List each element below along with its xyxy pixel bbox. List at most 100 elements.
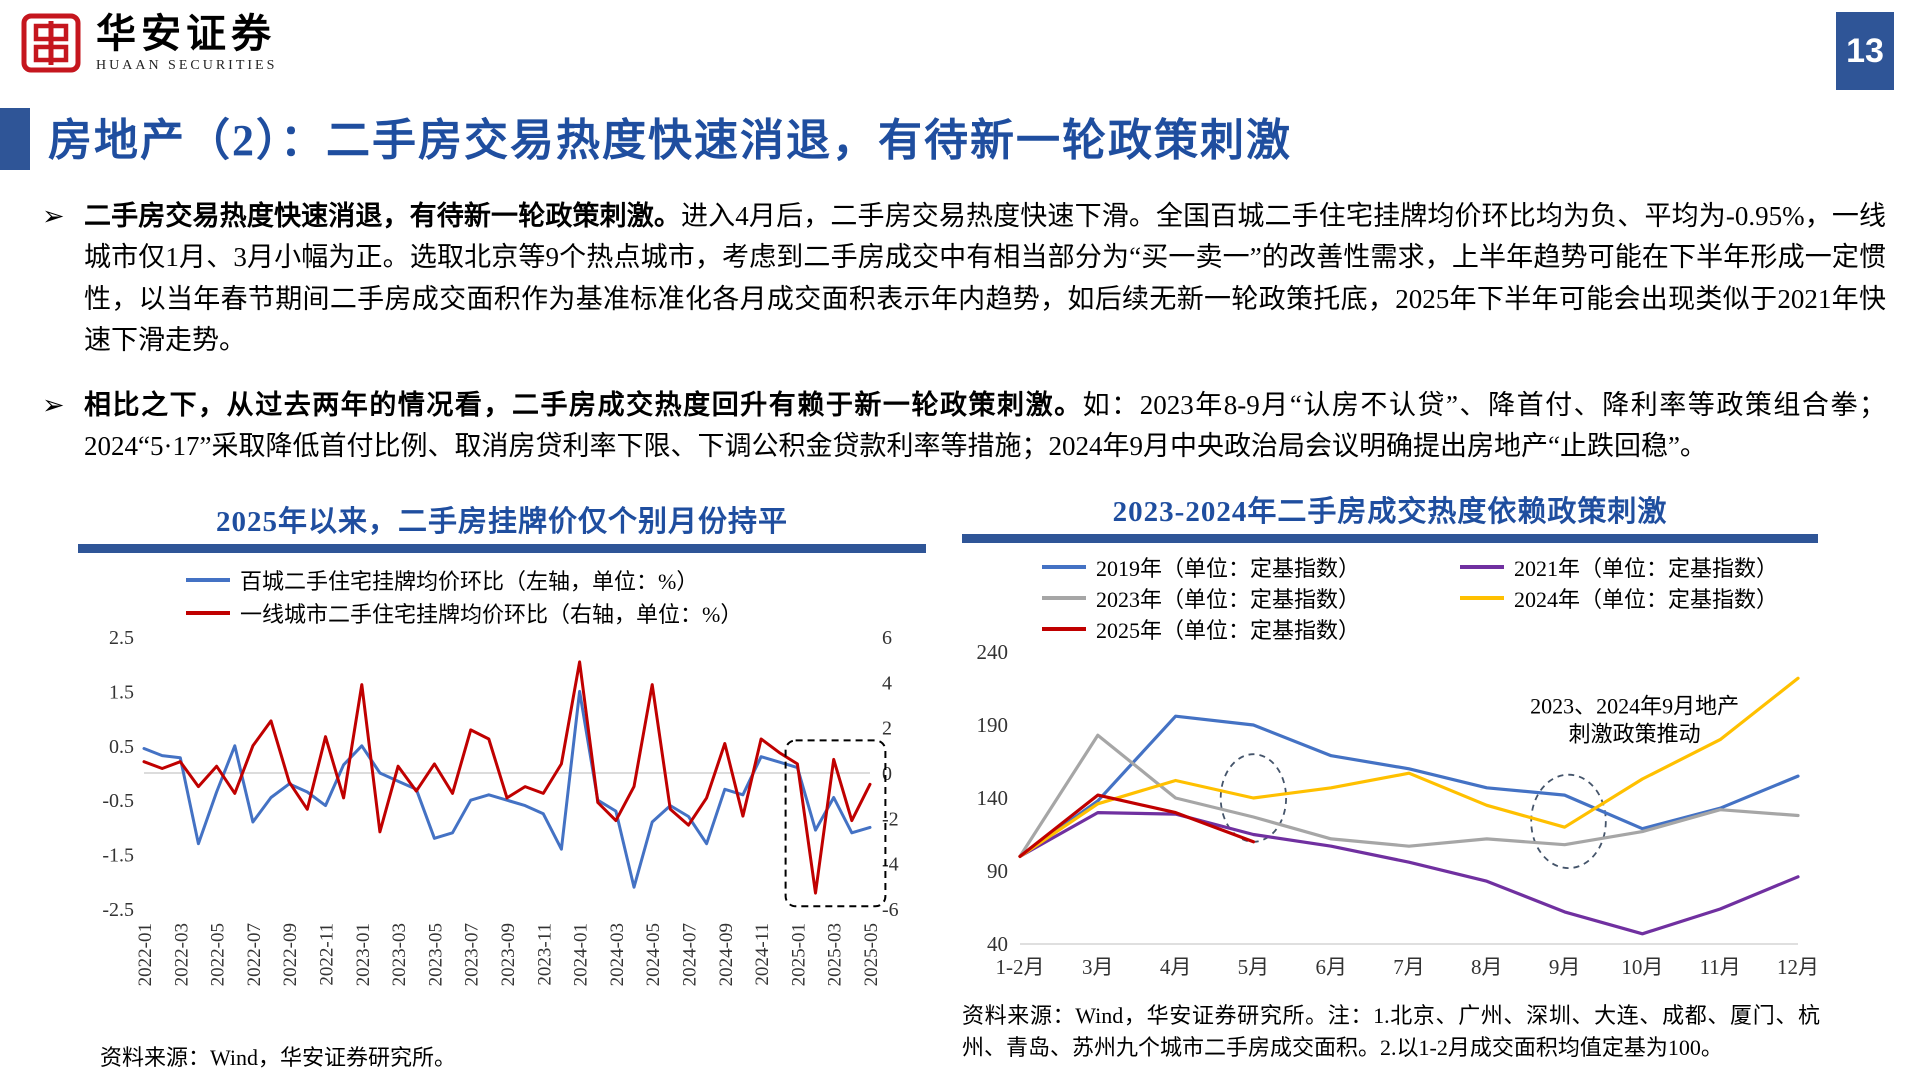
svg-text:2022-11: 2022-11 [317, 923, 338, 986]
legend-item: 2023年（单位：定基指数） [1042, 582, 1460, 613]
page-title: 房地产（2）：二手房交易热度快速消退，有待新一轮政策刺激 [48, 116, 1292, 165]
bullet-paragraph: 相比之下，从过去两年的情况看，二手房成交热度回升有赖于新一轮政策刺激。如：202… [84, 385, 1886, 468]
legend-item: 百城二手住宅挂牌均价环比（左轴，单位：%） [186, 563, 926, 596]
svg-text:2022-01: 2022-01 [135, 923, 156, 986]
svg-text:刺激政策推动: 刺激政策推动 [1569, 721, 1701, 746]
svg-text:2025-03: 2025-03 [825, 923, 846, 986]
svg-text:2: 2 [882, 718, 892, 740]
svg-text:190: 190 [977, 713, 1009, 737]
svg-text:4月: 4月 [1160, 955, 1192, 979]
svg-text:2023-03: 2023-03 [389, 923, 410, 986]
left-chart-section: 2025年以来，二手房挂牌价仅个别月份持平 百城二手住宅挂牌均价环比（左轴，单位… [78, 498, 926, 1039]
left-chart-legend: 百城二手住宅挂牌均价环比（左轴，单位：%） 一线城市二手住宅挂牌均价环比（右轴，… [186, 563, 926, 629]
legend-item: 一线城市二手住宅挂牌均价环比（右轴，单位：%） [186, 596, 926, 629]
legend-item: 2019年（单位：定基指数） [1042, 551, 1460, 582]
left-chart-title-underline [78, 544, 926, 553]
bullet-text: 如：2023年8-9月“认房不认贷”、降首付、降利率等政策组合拳；2024“5·… [84, 390, 1886, 462]
legend-label: 2024年（单位：定基指数） [1514, 586, 1779, 612]
legend-label: 百城二手住宅挂牌均价环比（左轴，单位：%） [240, 568, 699, 594]
svg-text:-6: -6 [882, 899, 899, 921]
svg-text:2025-01: 2025-01 [788, 923, 809, 986]
svg-text:140: 140 [977, 786, 1009, 810]
right-chart-title: 2023-2024年二手房成交热度依赖政策刺激 [1112, 496, 1668, 528]
svg-text:2023-01: 2023-01 [353, 923, 374, 986]
svg-text:11月: 11月 [1700, 955, 1741, 979]
right-chart-section: 2023-2024年二手房成交热度依赖政策刺激 2019年（单位：定基指数） 2… [962, 488, 1820, 994]
svg-text:2023-05: 2023-05 [425, 923, 446, 986]
svg-text:6月: 6月 [1315, 955, 1347, 979]
bullet-arrow-icon: ➢ [42, 390, 65, 421]
left-chart-source-note: 资料来源：Wind，华安证券研究所。 [100, 1045, 456, 1070]
svg-text:240: 240 [977, 644, 1009, 664]
svg-text:2022-09: 2022-09 [280, 923, 301, 986]
svg-text:6: 6 [882, 629, 892, 649]
huaan-seal-icon [20, 12, 82, 74]
svg-text:-0.5: -0.5 [102, 790, 134, 812]
svg-text:10月: 10月 [1621, 955, 1663, 979]
legend-label: 2025年（单位：定基指数） [1096, 617, 1361, 643]
svg-text:2025-05: 2025-05 [861, 923, 882, 986]
legend-item: 2021年（单位：定基指数） [1460, 551, 1878, 582]
right-line-chart: 40 90 140 190 240 1-2月 3月 4月 5月 6月 7月 8月 9月 10月 11月 12月… [977, 640, 1820, 979]
legend-item: 2024年（单位：定基指数） [1460, 582, 1878, 613]
svg-text:2024-11: 2024-11 [752, 923, 773, 986]
svg-text:-1.5: -1.5 [102, 845, 134, 867]
bullet-bold-text: 相比之下，从过去两年的情况看，二手房成交热度回升有赖于新一轮政策刺激。 [84, 390, 1083, 421]
bullet-item: ➢ 二手房交易热度快速消退，有待新一轮政策刺激。进入4月后，二手房交易热度快速下… [42, 196, 1886, 361]
svg-text:2024-03: 2024-03 [607, 923, 628, 986]
legend-line-swatch [1042, 564, 1086, 569]
svg-text:2023-09: 2023-09 [498, 923, 519, 986]
svg-text:7月: 7月 [1393, 955, 1425, 979]
svg-text:2023、2024年9月地产: 2023、2024年9月地产 [1530, 693, 1739, 718]
svg-text:12月: 12月 [1777, 955, 1818, 979]
page-number-badge: 13 [1836, 12, 1894, 90]
svg-text:2024-01: 2024-01 [571, 923, 592, 986]
logo-company-name-en: HUAAN SECURITIES [96, 57, 278, 73]
bullet-text: 进入4月后，二手房交易热度快速下滑。全国百城二手住宅挂牌均价环比均为负、平均为-… [84, 201, 1886, 355]
legend-line-swatch [1460, 564, 1504, 569]
bullet-bold-text: 二手房交易热度快速消退，有待新一轮政策刺激。 [84, 201, 682, 231]
bullet-item: ➢ 相比之下，从过去两年的情况看，二手房成交热度回升有赖于新一轮政策刺激。如：2… [42, 385, 1886, 468]
svg-text:5月: 5月 [1238, 955, 1270, 979]
svg-text:2022-07: 2022-07 [244, 923, 265, 986]
svg-text:8月: 8月 [1471, 955, 1503, 979]
svg-text:0: 0 [882, 763, 892, 785]
svg-text:1.5: 1.5 [109, 681, 134, 703]
svg-text:9月: 9月 [1549, 955, 1581, 979]
legend-line-swatch [1042, 626, 1086, 631]
svg-text:3月: 3月 [1082, 955, 1114, 979]
bullet-arrow-icon: ➢ [42, 201, 65, 231]
bullet-list: ➢ 二手房交易热度快速消退，有待新一轮政策刺激。进入4月后，二手房交易热度快速下… [42, 196, 1886, 492]
legend-item: 2025年（单位：定基指数） [1042, 613, 1460, 644]
svg-text:2024-05: 2024-05 [643, 923, 664, 986]
legend-label: 一线城市二手住宅挂牌均价环比（右轴，单位：%） [240, 601, 743, 627]
svg-text:2024-07: 2024-07 [680, 923, 701, 986]
svg-text:-2.5: -2.5 [102, 899, 134, 921]
right-chart-legend: 2019年（单位：定基指数） 2021年（单位：定基指数） 2023年（单位：定… [1042, 551, 1818, 644]
right-chart-title-underline [962, 534, 1818, 543]
legend-line-swatch [1042, 595, 1086, 600]
svg-text:2022-05: 2022-05 [208, 923, 229, 986]
svg-text:2022-03: 2022-03 [171, 923, 192, 986]
logo-company-name: 华安证券 [96, 10, 276, 56]
legend-label: 2023年（单位：定基指数） [1096, 586, 1361, 612]
svg-text:2024-09: 2024-09 [716, 923, 737, 986]
title-accent-bar [0, 108, 30, 170]
company-logo: 华安证券 HUAAN SECURITIES [20, 12, 277, 74]
svg-text:4: 4 [882, 672, 892, 694]
legend-line-swatch [186, 610, 230, 615]
svg-text:2023-07: 2023-07 [462, 923, 483, 986]
svg-text:40: 40 [987, 932, 1008, 956]
right-chart-source-note: 资料来源：Wind，华安证券研究所。注：1.北京、广州、深圳、大连、成都、厦门、… [962, 1003, 1820, 1060]
legend-label: 2019年（单位：定基指数） [1096, 555, 1361, 581]
legend-line-swatch [1460, 595, 1504, 600]
svg-text:1-2月: 1-2月 [996, 955, 1045, 979]
svg-text:2.5: 2.5 [109, 629, 134, 649]
svg-text:90: 90 [987, 859, 1008, 883]
bullet-paragraph: 二手房交易热度快速消退，有待新一轮政策刺激。进入4月后，二手房交易热度快速下滑。… [84, 196, 1886, 361]
svg-text:2023-11: 2023-11 [534, 923, 555, 986]
legend-line-swatch [186, 577, 230, 582]
legend-label: 2021年（单位：定基指数） [1514, 555, 1779, 581]
svg-text:0.5: 0.5 [109, 736, 134, 758]
